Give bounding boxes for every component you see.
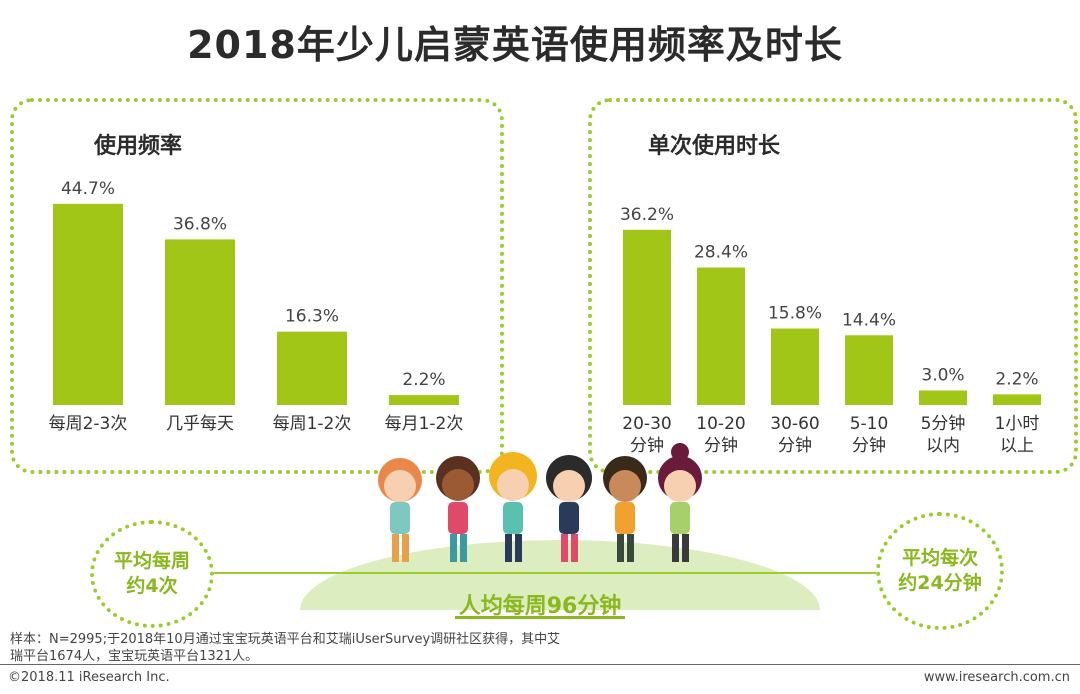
page-title: 2018年少儿启蒙英语使用频率及时长 [187, 23, 843, 67]
bar-4 [919, 390, 967, 405]
bubble-right-line2: 约24分钟 [898, 572, 982, 594]
sample-note: 样本：N=2995;于2018年10月通过宝宝玩英语平台和艾瑞iUserSurv… [10, 632, 561, 664]
bubble-left-line1: 平均每周 [113, 550, 190, 572]
copyright-text: ©2018.11 iResearch Inc. [8, 670, 170, 685]
bubble-left-line2: 约4次 [126, 575, 178, 597]
child-1 [378, 458, 422, 562]
bar-1 [697, 267, 745, 405]
value-label-2: 16.3% [285, 307, 339, 327]
child-4 [546, 455, 592, 562]
value-label-2: 15.8% [768, 304, 822, 324]
value-label-3: 2.2% [402, 370, 445, 390]
connector-line [206, 572, 878, 574]
category-label-1-1: 分钟 [704, 436, 738, 456]
category-label-3-0: 5-10 [850, 414, 889, 434]
children-illustration [378, 443, 702, 562]
child-5 [603, 456, 647, 562]
category-label-4-1: 以内 [926, 436, 960, 456]
bar-3 [389, 395, 459, 405]
category-label-2: 每周1-2次 [273, 414, 352, 434]
category-label-2-1: 分钟 [778, 436, 812, 456]
weekly-total-text: 人均每周96分钟 [458, 594, 622, 619]
child-6 [658, 443, 702, 562]
duration-panel: 单次使用时长 [588, 98, 1078, 474]
value-label-1: 36.8% [173, 214, 227, 234]
category-label-2-0: 30-60 [770, 414, 819, 434]
bar-2 [771, 328, 819, 405]
category-label-3-1: 分钟 [852, 436, 886, 456]
value-label-0: 44.7% [61, 179, 115, 199]
category-label-5-1: 以上 [1000, 436, 1034, 456]
value-label-0: 36.2% [620, 205, 674, 225]
weekly-total-underline [455, 616, 625, 619]
category-label-5-0: 1小时 [995, 414, 1040, 434]
bubble-right-line1: 平均每次 [901, 547, 978, 569]
bar-1 [165, 239, 235, 405]
category-label-3: 每月1-2次 [385, 414, 464, 434]
website-url: www.iresearch.com.cn [923, 670, 1070, 685]
child-3 [489, 452, 537, 562]
value-label-5: 2.2% [995, 369, 1038, 389]
bar-0 [623, 229, 671, 405]
category-label-1: 几乎每天 [166, 414, 234, 434]
child-2 [436, 456, 480, 562]
category-label-0-0: 20-30 [622, 414, 671, 434]
value-label-1: 28.4% [694, 243, 748, 263]
duration-chart-title: 单次使用时长 [648, 134, 781, 159]
weekly-frequency-bubble: 平均每周 约4次 [90, 520, 214, 628]
session-duration-bubble: 平均每次 约24分钟 [876, 512, 1004, 630]
category-label-0: 每周2-3次 [49, 414, 128, 434]
bar-5 [993, 394, 1041, 405]
bar-3 [845, 335, 893, 405]
value-label-3: 14.4% [842, 310, 896, 330]
frequency-chart-title: 使用频率 [94, 134, 183, 159]
category-label-4-0: 5分钟 [921, 414, 966, 434]
category-label-1-0: 10-20 [696, 414, 745, 434]
bar-2 [277, 331, 347, 405]
category-label-0-1: 分钟 [630, 436, 664, 456]
bar-0 [53, 203, 123, 405]
footer-divider [0, 664, 1080, 665]
value-label-4: 3.0% [921, 365, 964, 385]
